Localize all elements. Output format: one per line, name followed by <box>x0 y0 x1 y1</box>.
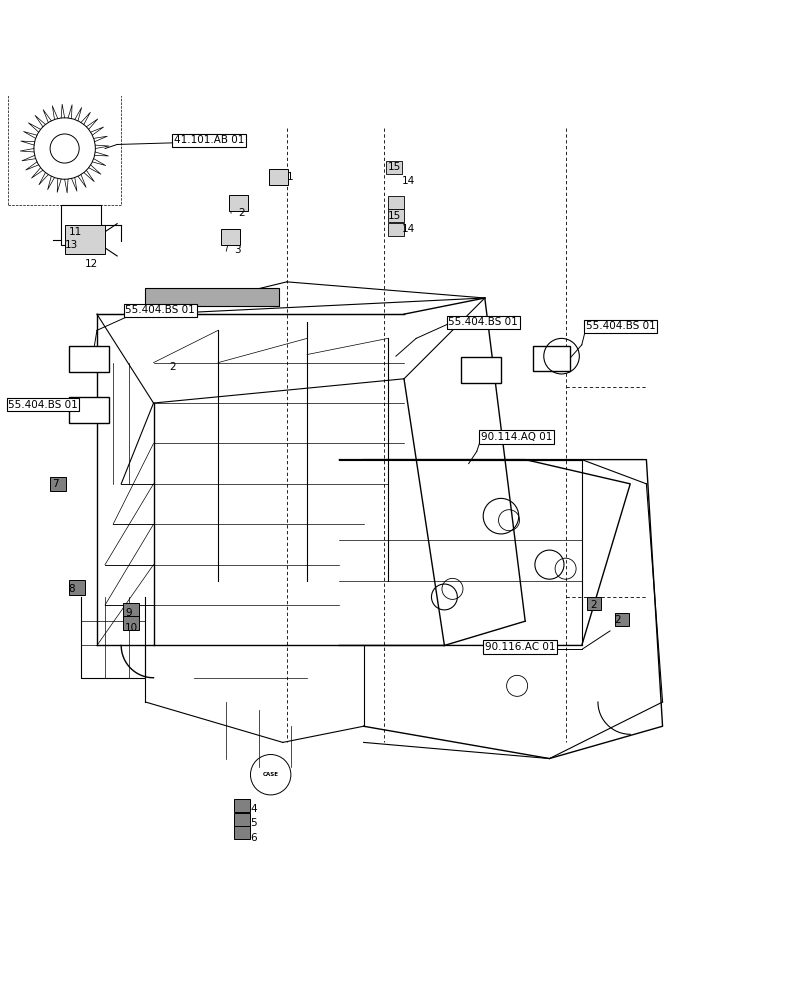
Text: 4: 4 <box>250 804 257 814</box>
Text: 12: 12 <box>85 259 98 269</box>
Bar <box>123 616 139 630</box>
Text: 55.404.BS 01: 55.404.BS 01 <box>8 400 78 410</box>
Text: 1: 1 <box>287 172 293 182</box>
Text: 6: 6 <box>250 833 257 843</box>
Bar <box>269 169 288 185</box>
Text: 41.101.AB 01: 41.101.AB 01 <box>174 135 244 145</box>
Bar <box>69 346 109 372</box>
Bar <box>69 580 85 595</box>
Bar <box>145 288 279 306</box>
Bar <box>229 195 248 211</box>
Bar <box>615 613 629 626</box>
Bar <box>61 205 101 245</box>
Bar <box>65 225 105 254</box>
Bar <box>386 161 402 174</box>
Bar <box>388 223 404 236</box>
Text: 15: 15 <box>388 162 401 172</box>
Bar <box>221 229 240 245</box>
Text: 55.404.BS 01: 55.404.BS 01 <box>586 321 655 331</box>
Text: 15: 15 <box>388 211 401 221</box>
Text: 2: 2 <box>614 615 621 625</box>
Text: 8: 8 <box>69 584 75 594</box>
Text: 2: 2 <box>170 362 176 372</box>
Text: 90.116.AC 01: 90.116.AC 01 <box>485 642 555 652</box>
Text: 55.404.BS 01: 55.404.BS 01 <box>448 317 518 327</box>
Bar <box>234 799 250 812</box>
Bar <box>69 397 109 423</box>
Text: 10: 10 <box>125 623 138 633</box>
Text: 2: 2 <box>590 600 596 610</box>
Bar <box>234 826 250 839</box>
Text: 11: 11 <box>69 227 82 237</box>
Bar <box>461 357 501 383</box>
Bar <box>50 477 66 491</box>
Bar <box>587 597 601 610</box>
Text: 5: 5 <box>250 818 257 828</box>
Text: 90.114.AQ 01: 90.114.AQ 01 <box>481 432 552 442</box>
Text: 14: 14 <box>402 224 415 234</box>
Bar <box>388 209 404 222</box>
Text: 13: 13 <box>65 240 78 250</box>
Bar <box>533 346 570 371</box>
Bar <box>388 196 404 209</box>
Bar <box>123 603 139 618</box>
Text: 7: 7 <box>53 479 59 489</box>
Text: CASE: CASE <box>263 772 279 777</box>
Bar <box>234 813 250 826</box>
Text: 14: 14 <box>402 176 415 186</box>
Text: 3: 3 <box>234 245 241 255</box>
Text: 2: 2 <box>238 208 245 218</box>
Text: 55.404.BS 01: 55.404.BS 01 <box>125 305 195 315</box>
Text: 9: 9 <box>125 608 132 618</box>
